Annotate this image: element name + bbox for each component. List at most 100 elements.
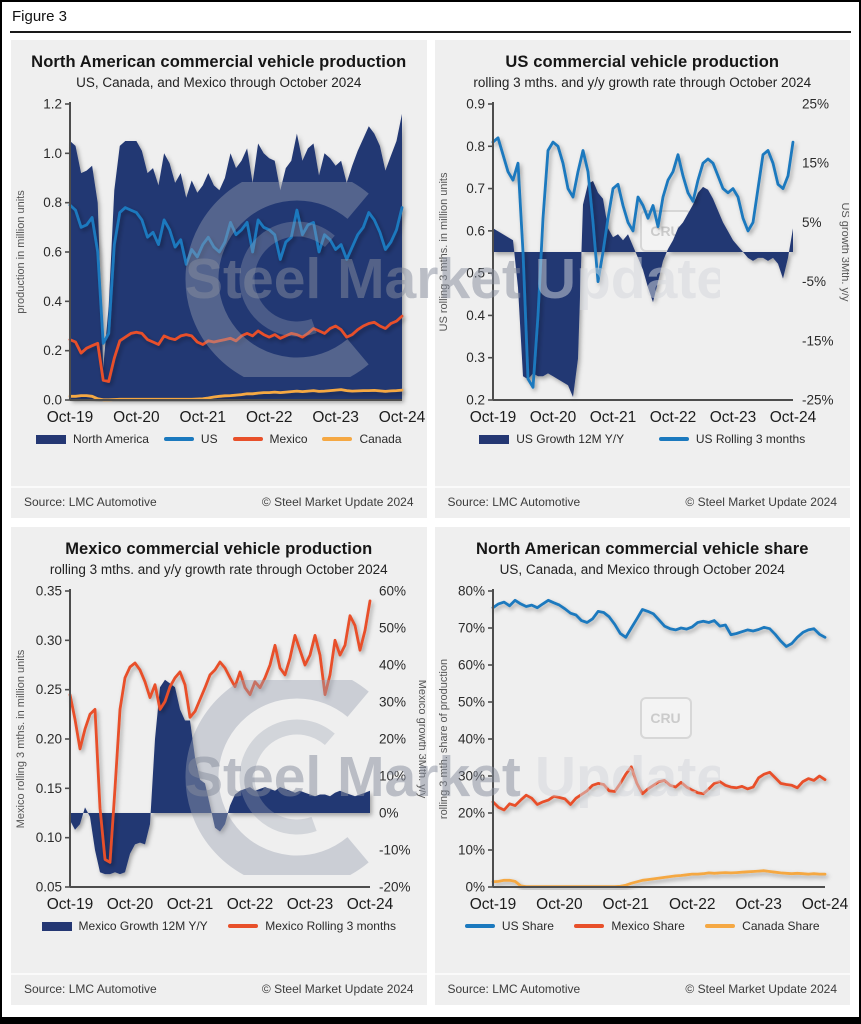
legend-item-us: US xyxy=(163,432,218,446)
y-tick-label: 50% xyxy=(458,695,485,710)
y2-tick-label: -15% xyxy=(802,333,834,348)
series-area-0 xyxy=(69,113,402,401)
chart-subtitle: US, Canada, and Mexico through October 2… xyxy=(499,562,785,577)
legend-swatch-icon xyxy=(35,434,66,444)
legend-label: US Growth 12M Y/Y xyxy=(516,432,625,446)
series-area-0 xyxy=(69,679,370,875)
legend-label: Canada Share xyxy=(742,919,820,933)
series-line-1 xyxy=(68,203,404,345)
y2-axis-title: US growth 3Mth. y/y xyxy=(839,202,849,302)
y-tick-label: 0.0 xyxy=(43,393,62,408)
legend-swatch-icon xyxy=(705,924,736,928)
legend-label: Mexico Rolling 3 months xyxy=(265,919,396,933)
y-tick-label: 0.2 xyxy=(466,393,485,408)
y-tick-label: 0.10 xyxy=(35,830,61,845)
x-tick-label: Oct-24 xyxy=(770,409,817,426)
y2-tick-label: 30% xyxy=(379,695,406,710)
y2-tick-label: -20% xyxy=(379,880,411,895)
x-tick-label: Oct-23 xyxy=(286,896,333,913)
legend-swatch-icon xyxy=(41,921,72,931)
y-tick-label: 0.7 xyxy=(466,181,485,196)
x-tick-label: Oct-19 xyxy=(470,896,517,913)
x-tick-label: Oct-22 xyxy=(226,896,273,913)
legend-label: Mexico Growth 12M Y/Y xyxy=(78,919,208,933)
source-label: Source: LMC Automotive xyxy=(24,982,157,996)
y2-tick-label: 50% xyxy=(379,621,406,636)
x-tick-label: Oct-23 xyxy=(736,896,783,913)
y-tick-label: 40% xyxy=(458,732,485,747)
legend-swatch-icon xyxy=(574,924,605,928)
y-tick-label: 0.8 xyxy=(43,195,62,210)
y2-tick-label: -5% xyxy=(802,274,826,289)
source-label: Source: LMC Automotive xyxy=(24,495,157,509)
panel-na-share: CRU North American commercial vehicle sh… xyxy=(434,527,850,1005)
legend: US Growth 12M Y/Y US Rolling 3 months xyxy=(445,432,841,446)
x-tick-label: Oct-24 xyxy=(802,896,849,913)
x-tick-label: Oct-21 xyxy=(590,409,637,426)
legend-swatch-icon xyxy=(232,437,263,441)
y-tick-label: 80% xyxy=(458,584,485,599)
y-tick-label: 70% xyxy=(458,621,485,636)
x-tick-label: Oct-24 xyxy=(346,896,393,913)
series-area-0 xyxy=(493,181,794,397)
copyright-label: © Steel Market Update 2024 xyxy=(261,495,414,509)
x-tick-label: Oct-19 xyxy=(46,409,93,426)
figure-label: Figure 3 xyxy=(12,8,68,25)
x-tick-label: Oct-23 xyxy=(312,409,359,426)
panel-footer: Source: LMC Automotive © Steel Market Up… xyxy=(434,973,850,1005)
y2-tick-label: 40% xyxy=(379,658,406,673)
y-tick-label: 0.6 xyxy=(466,223,485,238)
cru-watermark: CRU xyxy=(639,697,692,739)
legend-swatch-icon xyxy=(228,924,259,928)
series-line-1 xyxy=(491,765,827,812)
legend-label: North America xyxy=(72,432,149,446)
legend-swatch-icon xyxy=(658,437,689,441)
legend-swatch-icon xyxy=(479,434,510,444)
y-tick-label: 0.9 xyxy=(466,97,485,112)
legend-label: US xyxy=(200,432,218,446)
legend-label: Mexico xyxy=(269,432,308,446)
panel-footer: Source: LMC Automotive © Steel Market Up… xyxy=(11,973,427,1005)
y-tick-label: 0.5 xyxy=(466,266,485,281)
x-tick-label: Oct-21 xyxy=(603,896,650,913)
y-tick-label: 0.30 xyxy=(35,633,61,648)
y-tick-label: 0.6 xyxy=(43,245,62,260)
y-axis-title: production in million units xyxy=(15,190,27,314)
y-tick-label: 30% xyxy=(458,769,485,784)
legend-label: Canada xyxy=(359,432,402,446)
legend-item-mexico-share: Mexico Share xyxy=(574,919,685,933)
chart-title: Mexico commercial vehicle production xyxy=(65,540,373,558)
series-line-0 xyxy=(491,598,827,648)
legend-item-canada-share: Canada Share xyxy=(705,919,820,933)
series-line-1 xyxy=(491,136,795,389)
legend-label: US Rolling 3 months xyxy=(695,432,806,446)
x-tick-label: Oct-20 xyxy=(113,409,160,426)
chart-title: US commercial vehicle production xyxy=(505,53,780,71)
y-tick-label: 10% xyxy=(458,843,485,858)
chart-subtitle: rolling 3 mths. and y/y growth rate thro… xyxy=(49,562,388,577)
x-tick-label: Oct-20 xyxy=(530,409,577,426)
y-tick-label: 0.35 xyxy=(35,584,61,599)
y2-tick-label: 5% xyxy=(802,215,822,230)
chart-subtitle: rolling 3 mths. and y/y growth rate thro… xyxy=(473,75,812,90)
y2-tick-label: 25% xyxy=(802,97,829,112)
y-tick-label: 20% xyxy=(458,806,485,821)
panel-mexico-production: Mexico commercial vehicle production rol… xyxy=(11,527,427,1005)
source-label: Source: LMC Automotive xyxy=(447,495,581,509)
series-line-2 xyxy=(68,314,404,383)
copyright-label: © Steel Market Update 2024 xyxy=(685,982,837,996)
na-production-chart: 0.0 0.2 0.4 0.6 0.8 1.0 1.2 Oct-19 Oct-20 Oct-21 O… xyxy=(15,97,426,427)
legend-item-north-america: North America xyxy=(35,432,149,446)
chart-title: North American commercial vehicle produc… xyxy=(31,53,407,71)
y2-tick-label: 15% xyxy=(802,156,829,171)
x-tick-label: Oct-24 xyxy=(378,409,425,426)
legend-item-us-share: US Share xyxy=(464,919,554,933)
legend-item-canada: Canada xyxy=(322,432,402,446)
x-tick-label: Oct-22 xyxy=(669,896,716,913)
legend-swatch-icon xyxy=(464,924,495,928)
x-tick-label: Oct-23 xyxy=(710,409,757,426)
y-tick-label: 0% xyxy=(466,880,486,895)
x-tick-label: Oct-22 xyxy=(246,409,293,426)
y2-tick-label: -10% xyxy=(379,843,411,858)
